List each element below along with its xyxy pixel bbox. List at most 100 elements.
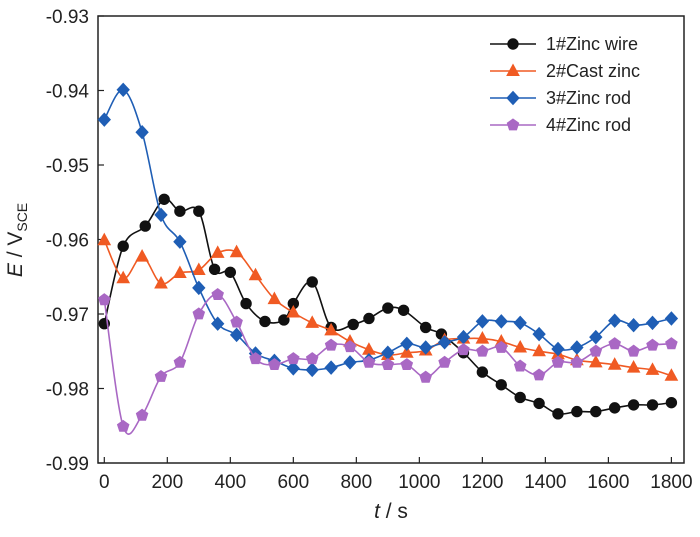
data-point	[532, 326, 546, 342]
y-axis-label-subscript: SCE	[14, 203, 30, 232]
legend-item: 4#Zinc rod	[490, 115, 631, 135]
legend-label: 2#Cast zinc	[546, 61, 640, 81]
data-point	[551, 355, 565, 368]
x-tick-label: 1000	[398, 472, 440, 493]
data-point	[192, 280, 206, 296]
data-point	[665, 337, 678, 350]
x-axis-label-italic: t	[374, 500, 381, 523]
data-point	[116, 82, 130, 98]
data-point	[608, 402, 621, 414]
data-point	[381, 358, 395, 370]
x-tick-label: 0	[99, 472, 110, 493]
data-point	[552, 408, 564, 420]
legend-marker	[507, 38, 519, 50]
data-point	[135, 124, 149, 140]
data-point	[646, 338, 659, 351]
data-point	[571, 405, 583, 418]
data-point	[476, 366, 489, 378]
data-point	[139, 220, 151, 232]
data-point	[495, 379, 507, 391]
data-point	[397, 304, 410, 316]
data-point	[154, 369, 168, 382]
x-tick-label: 1600	[587, 472, 629, 493]
data-point	[286, 304, 301, 318]
data-point	[278, 314, 290, 326]
x-tick-label: 1200	[461, 472, 503, 493]
data-point	[646, 399, 659, 411]
x-tick-label: 400	[214, 472, 246, 493]
data-point	[347, 318, 359, 331]
data-point	[324, 360, 338, 375]
data-point	[158, 193, 170, 205]
data-point	[532, 343, 546, 357]
data-point	[305, 315, 320, 328]
data-point	[533, 397, 545, 410]
data-point	[210, 245, 225, 258]
data-point	[419, 370, 432, 383]
data-point	[154, 275, 168, 289]
data-point	[475, 314, 490, 329]
data-point	[343, 355, 357, 370]
data-point	[665, 396, 678, 409]
series-4	[98, 287, 678, 435]
data-point	[664, 311, 679, 326]
data-point	[457, 343, 470, 356]
data-point	[590, 405, 602, 418]
data-point	[173, 355, 187, 368]
data-point	[626, 360, 641, 373]
data-point	[248, 267, 263, 281]
data-point	[399, 345, 414, 358]
y-axis-label-italic: E	[4, 262, 27, 277]
data-point	[475, 331, 490, 344]
y-axis-label: E / VSCE	[4, 203, 30, 277]
legend-marker	[506, 63, 520, 76]
y-tick-label: -0.93	[46, 7, 89, 28]
data-point	[551, 341, 565, 357]
data-point	[229, 327, 244, 343]
data-point	[208, 263, 221, 275]
data-point	[588, 354, 603, 368]
data-point	[154, 207, 168, 223]
data-point	[495, 340, 508, 353]
y-tick-label: -0.99	[46, 454, 89, 475]
data-point	[229, 244, 244, 258]
legend-item: 3#Zinc rod	[490, 88, 631, 108]
plot-frame	[97, 15, 685, 464]
data-point	[306, 276, 318, 288]
data-point	[514, 391, 526, 404]
legend-label: 3#Zinc rod	[546, 88, 631, 108]
data-point	[400, 358, 414, 370]
data-point	[135, 408, 149, 421]
data-point	[249, 352, 262, 365]
y-tick-label: -0.98	[46, 380, 89, 401]
series-1	[98, 193, 678, 420]
legend-marker	[506, 118, 520, 131]
data-point	[191, 262, 206, 275]
data-point	[97, 112, 111, 127]
data-point	[589, 344, 603, 357]
data-point	[116, 419, 130, 432]
data-point	[173, 265, 187, 278]
data-point	[324, 338, 338, 351]
x-tick-label: 800	[340, 472, 372, 493]
data-point	[324, 322, 338, 336]
data-point	[305, 362, 319, 378]
data-point	[268, 358, 281, 370]
series-layer	[97, 82, 679, 435]
data-point	[363, 312, 375, 325]
data-point	[240, 297, 252, 310]
data-point	[570, 340, 584, 355]
data-point	[532, 368, 546, 381]
data-point	[608, 337, 621, 350]
data-point	[382, 302, 394, 314]
data-point	[173, 234, 187, 249]
data-point	[627, 399, 640, 411]
data-point	[193, 205, 205, 217]
data-point	[116, 270, 131, 284]
data-point	[362, 355, 376, 368]
x-tick-label: 600	[277, 472, 309, 493]
legend-marker	[506, 90, 520, 106]
data-point	[135, 249, 149, 262]
data-point	[476, 344, 489, 357]
data-point	[211, 287, 224, 300]
